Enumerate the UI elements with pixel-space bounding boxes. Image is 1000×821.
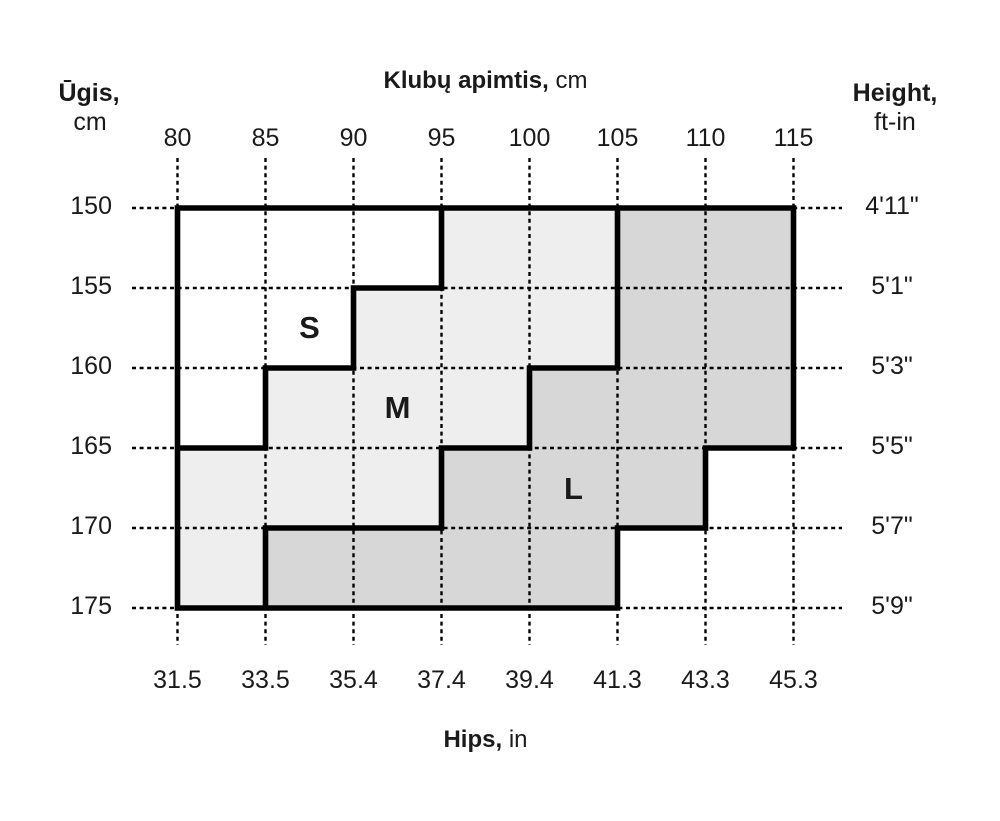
svg-text:L: L <box>564 471 583 506</box>
svg-text:5'9": 5'9" <box>871 592 912 620</box>
svg-text:5'5": 5'5" <box>871 432 912 460</box>
svg-text:165: 165 <box>70 432 112 460</box>
svg-text:43.3: 43.3 <box>681 666 730 694</box>
svg-text:5'7": 5'7" <box>871 512 912 540</box>
svg-text:4'11": 4'11" <box>865 192 919 220</box>
svg-text:85: 85 <box>252 124 280 152</box>
svg-text:35.4: 35.4 <box>329 666 378 694</box>
svg-text:155: 155 <box>70 272 112 300</box>
svg-text:90: 90 <box>340 124 368 152</box>
svg-text:175: 175 <box>70 592 112 620</box>
svg-text:Ūgis,: Ūgis, <box>58 79 119 107</box>
svg-text:39.4: 39.4 <box>505 666 554 694</box>
svg-text:Klubų apimtis, cm: Klubų apimtis, cm <box>383 67 587 94</box>
svg-text:95: 95 <box>428 124 456 152</box>
svg-text:105: 105 <box>597 124 639 152</box>
svg-text:31.5: 31.5 <box>153 666 202 694</box>
svg-text:110: 110 <box>686 124 726 152</box>
svg-text:cm: cm <box>73 108 106 136</box>
svg-text:115: 115 <box>774 124 814 152</box>
svg-text:33.5: 33.5 <box>241 666 290 694</box>
svg-text:41.3: 41.3 <box>593 666 642 694</box>
svg-text:Height,: Height, <box>853 79 938 107</box>
svg-text:170: 170 <box>70 512 112 540</box>
svg-text:5'1": 5'1" <box>871 272 912 300</box>
svg-text:S: S <box>299 310 320 345</box>
svg-text:80: 80 <box>164 124 192 152</box>
svg-text:Hips, in: Hips, in <box>443 726 527 753</box>
svg-text:160: 160 <box>70 352 112 380</box>
svg-text:150: 150 <box>70 192 112 220</box>
svg-text:ft-in: ft-in <box>874 108 916 136</box>
svg-text:45.3: 45.3 <box>769 666 818 694</box>
svg-text:5'3": 5'3" <box>871 352 912 380</box>
svg-text:100: 100 <box>509 124 551 152</box>
svg-text:37.4: 37.4 <box>417 666 466 694</box>
svg-text:M: M <box>385 390 411 425</box>
